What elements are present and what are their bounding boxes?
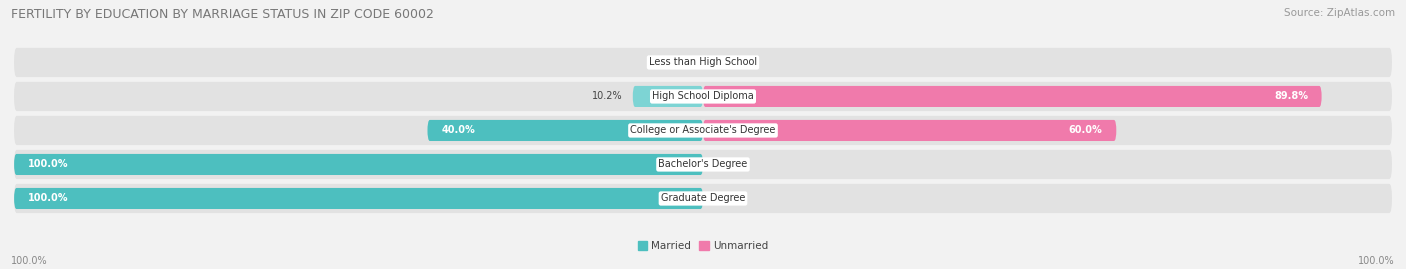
- Text: Less than High School: Less than High School: [650, 58, 756, 68]
- FancyBboxPatch shape: [14, 154, 703, 175]
- FancyBboxPatch shape: [633, 86, 703, 107]
- Text: 100.0%: 100.0%: [28, 160, 69, 169]
- FancyBboxPatch shape: [14, 48, 1392, 77]
- Text: 0.0%: 0.0%: [665, 58, 689, 68]
- Text: Graduate Degree: Graduate Degree: [661, 193, 745, 203]
- Text: 100.0%: 100.0%: [11, 256, 48, 266]
- FancyBboxPatch shape: [427, 120, 703, 141]
- Text: FERTILITY BY EDUCATION BY MARRIAGE STATUS IN ZIP CODE 60002: FERTILITY BY EDUCATION BY MARRIAGE STATU…: [11, 8, 434, 21]
- FancyBboxPatch shape: [14, 116, 1392, 145]
- FancyBboxPatch shape: [14, 184, 1392, 213]
- FancyBboxPatch shape: [703, 86, 1322, 107]
- Text: Source: ZipAtlas.com: Source: ZipAtlas.com: [1284, 8, 1395, 18]
- Text: High School Diploma: High School Diploma: [652, 91, 754, 101]
- Text: College or Associate's Degree: College or Associate's Degree: [630, 125, 776, 136]
- Text: 0.0%: 0.0%: [717, 193, 741, 203]
- FancyBboxPatch shape: [14, 150, 1392, 179]
- Text: 10.2%: 10.2%: [592, 91, 623, 101]
- Text: 100.0%: 100.0%: [1358, 256, 1395, 266]
- Text: 100.0%: 100.0%: [28, 193, 69, 203]
- Text: 40.0%: 40.0%: [441, 125, 475, 136]
- Text: 89.8%: 89.8%: [1274, 91, 1308, 101]
- Legend: Married, Unmarried: Married, Unmarried: [634, 237, 772, 255]
- FancyBboxPatch shape: [14, 188, 703, 209]
- Text: 0.0%: 0.0%: [717, 58, 741, 68]
- Text: Bachelor's Degree: Bachelor's Degree: [658, 160, 748, 169]
- Text: 60.0%: 60.0%: [1069, 125, 1102, 136]
- FancyBboxPatch shape: [703, 120, 1116, 141]
- Text: 0.0%: 0.0%: [717, 160, 741, 169]
- FancyBboxPatch shape: [14, 82, 1392, 111]
